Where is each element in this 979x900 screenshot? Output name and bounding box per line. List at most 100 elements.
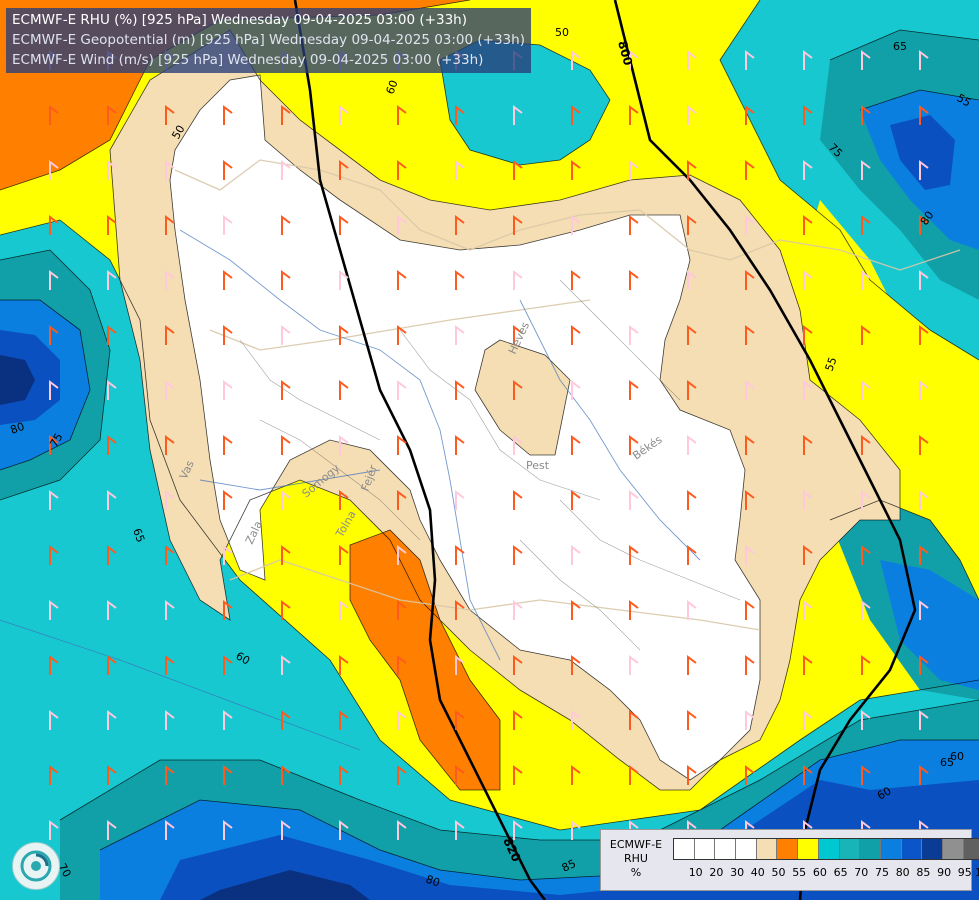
rhu-label: 55: [823, 355, 840, 373]
wind-barb: [107, 270, 117, 290]
rhu-label: 65: [940, 756, 954, 769]
wind-barb: [455, 435, 465, 455]
legend-tick-label: 80: [895, 866, 910, 879]
wind-barb: [687, 270, 697, 290]
wind-barb: [397, 710, 407, 730]
wind-barb: [339, 215, 349, 235]
wind-barb: [513, 820, 523, 840]
band-white: [170, 75, 760, 780]
wind-barb: [687, 325, 697, 345]
wind-barb: [919, 270, 929, 290]
wind-barb: [803, 270, 813, 290]
legend-tick-label: 50: [771, 866, 786, 879]
wind-barb: [803, 50, 813, 70]
wind-barb: [107, 820, 117, 840]
wind-barb: [687, 765, 697, 785]
wind-barb: [861, 50, 871, 70]
wind-barb: [629, 710, 639, 730]
wind-barb: [861, 710, 871, 730]
wind-barb: [803, 600, 813, 620]
legend-swatch: [880, 839, 902, 859]
wind-barb: [571, 380, 581, 400]
wind-barb: [687, 545, 697, 565]
rhu-label: 65: [130, 527, 147, 545]
wind-barb: [165, 435, 175, 455]
wind-barb: [513, 380, 523, 400]
wind-barb: [455, 270, 465, 290]
wind-barb: [223, 215, 233, 235]
wind-barb: [919, 105, 929, 125]
wind-barb: [281, 765, 291, 785]
band-navy-west: [0, 355, 35, 405]
wind-barb: [397, 435, 407, 455]
wind-barb: [919, 765, 929, 785]
wind-barb: [571, 325, 581, 345]
wind-barb: [397, 655, 407, 675]
wind-barb: [165, 160, 175, 180]
legend-tick-label: 20: [709, 866, 724, 879]
wind-barb: [803, 215, 813, 235]
wind-barb: [49, 435, 59, 455]
wind-barb: [339, 545, 349, 565]
wind-barb: [571, 655, 581, 675]
wind-barb: [571, 490, 581, 510]
legend-ticks: 10 20 30 40 50 55 60 65 70 75 80 85 90 95100: [673, 866, 979, 880]
legend-unit: %: [630, 866, 642, 879]
wind-barb: [339, 655, 349, 675]
wind-barb: [165, 325, 175, 345]
wind-barb: [455, 655, 465, 675]
wind-barb: [629, 380, 639, 400]
legend-swatch: [860, 839, 881, 859]
wind-barb: [339, 490, 349, 510]
wind-barb: [397, 490, 407, 510]
wind-barb: [281, 215, 291, 235]
wind-barb: [165, 105, 175, 125]
rhu-legend: ECMWF-E RHU % 10 20 30 40 50 55 60 65 70 75 80 85 90…: [600, 829, 979, 891]
wind-barb: [107, 435, 117, 455]
wind-barb: [49, 105, 59, 125]
wind-barb: [455, 160, 465, 180]
map-header: ECMWF-E RHU (%) [925 hPa] Wednesday 09-0…: [6, 8, 531, 73]
rhu-label: 75: [47, 431, 65, 450]
wind-barb: [223, 325, 233, 345]
wind-barb: [919, 655, 929, 675]
wind-barb: [513, 490, 523, 510]
wind-barb: [339, 160, 349, 180]
wind-barb: [281, 600, 291, 620]
wind-barb: [687, 655, 697, 675]
wind-barb: [223, 160, 233, 180]
wind-barb: [107, 655, 117, 675]
wind-barb: [165, 765, 175, 785]
wind-barb: [687, 380, 697, 400]
wind-barb: [861, 380, 871, 400]
band-navy-south: [200, 870, 370, 900]
wind-barb: [571, 435, 581, 455]
wind-barb: [803, 710, 813, 730]
wind-barb: [49, 215, 59, 235]
wind-barb: [223, 270, 233, 290]
wind-barbs: [49, 50, 929, 840]
wind-barb: [629, 105, 639, 125]
wind-barb: [455, 325, 465, 345]
wind-barb: [803, 105, 813, 125]
rhu-label: 85: [560, 857, 578, 875]
wind-barb: [745, 380, 755, 400]
legend-swatch: [942, 839, 964, 859]
wind-barb: [745, 215, 755, 235]
wind-barb: [513, 105, 523, 125]
wind-barb: [107, 600, 117, 620]
wind-barb: [223, 545, 233, 565]
wind-barb: [745, 600, 755, 620]
wind-barb: [919, 325, 929, 345]
wind-barb: [339, 325, 349, 345]
wind-barb: [165, 820, 175, 840]
legend-swatch: [736, 839, 757, 859]
wind-barb: [745, 435, 755, 455]
wind-barb: [397, 600, 407, 620]
wind-barb: [919, 490, 929, 510]
wind-barb: [281, 380, 291, 400]
wind-barb: [571, 105, 581, 125]
wind-barb: [803, 765, 813, 785]
legend-swatch: [963, 839, 979, 859]
wind-barb: [223, 600, 233, 620]
